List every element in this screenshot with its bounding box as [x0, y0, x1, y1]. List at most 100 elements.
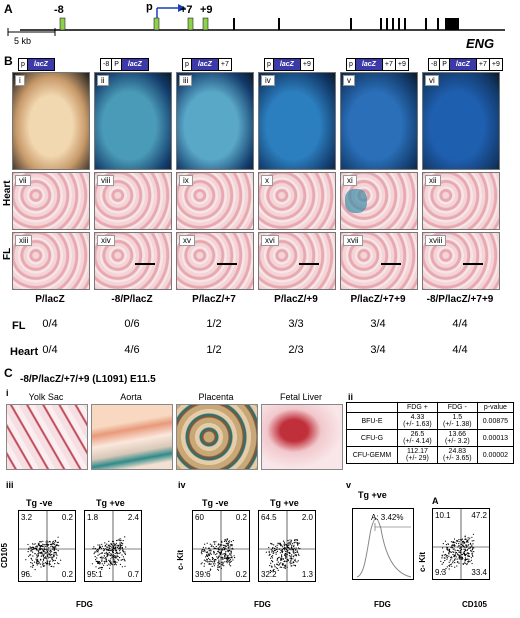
construct-part: lacZ [273, 59, 301, 70]
quadrant-ul: 10.1 [435, 511, 451, 520]
quadrant-ll: 32.2 [261, 570, 277, 579]
fl-tile: xiv [94, 232, 172, 290]
stain-image [261, 404, 343, 470]
construct-part: lacZ [355, 59, 383, 70]
facs-iii-xlabel: FDG [76, 600, 93, 609]
heart-count: 4/6 [124, 344, 140, 356]
quadrant-ll: 9.3 [435, 568, 447, 577]
heart-label: x [261, 175, 273, 186]
fl-tile: xvii [340, 232, 418, 290]
fl-arrow [217, 263, 237, 265]
table-cell: 24.83 (+/- 3.65) [436, 446, 478, 464]
table-cell: CFU-G [346, 429, 398, 447]
fl-count-label: FL [12, 320, 26, 332]
embryo-label: ii [97, 75, 109, 86]
fl-arrow [463, 263, 483, 265]
table-cell: BFU-E [346, 412, 398, 430]
sub-i-label: i [6, 388, 9, 398]
genotype-label: P/lacZ/+7 [192, 294, 236, 305]
element-p7: +7 [180, 4, 193, 16]
quadrant-ul: 60 [195, 513, 204, 522]
facs-iii-ylabel: CD105 [0, 543, 9, 568]
heart-count: 1/2 [206, 344, 222, 356]
stain-title: Placenta [198, 392, 234, 402]
genotype-label: P/lacZ [35, 294, 65, 305]
embryo-image: iv [258, 72, 336, 170]
table-header [346, 402, 398, 413]
fl-arrow [135, 263, 155, 265]
construct-part: +9 [300, 59, 313, 70]
heart-label: vii [15, 175, 31, 186]
table-header: FDG - [436, 402, 478, 413]
facs-iii-title-pos: Tg +ve [96, 498, 125, 508]
construct-part: +9 [395, 59, 408, 70]
element-m8: -8 [54, 4, 64, 16]
construct-part: -8 [101, 59, 113, 70]
panel-a-label: A [4, 2, 13, 16]
embryo-label: i [15, 75, 25, 86]
heart-tile: ix [176, 172, 254, 230]
construct-part: p [19, 59, 28, 70]
quadrant-ur: 0.2 [235, 513, 247, 522]
genotype-label: P/lacZ/+7+9 [350, 294, 406, 305]
fl-count: 0/4 [42, 318, 58, 330]
quadrant-lr: 33.4 [471, 568, 487, 577]
construct-part: lacZ [449, 59, 477, 70]
fl-tile: xiii [12, 232, 90, 290]
stain-image [91, 404, 173, 470]
genotype-label: -8/P/lacZ/+7+9 [426, 294, 494, 305]
heart-blue-stain [345, 189, 367, 213]
fl-label: xv [179, 235, 195, 246]
fl-label: xiii [15, 235, 33, 246]
cfu-table: FDG + FDG - p-value BFU-E 4.33 (+/- 1.63) 1.… [346, 402, 515, 464]
quadrant-ur: 2.0 [301, 513, 313, 522]
genotype-label: -8/P/lacZ [111, 294, 153, 305]
table-header: p-value [476, 402, 515, 413]
construct-part: +7 [382, 59, 396, 70]
heart-count: 3/4 [370, 344, 386, 356]
construct-part: lacZ [27, 59, 54, 70]
facs-v-xlabel: FDG [374, 600, 391, 609]
heart-count: 4/4 [452, 344, 468, 356]
facs-v-ylabel: c- Kit [418, 552, 427, 572]
table-cell: CFU-GEMM [346, 446, 398, 464]
table-cell: 0.00002 [476, 446, 515, 464]
embryo-image: v [340, 72, 418, 170]
quadrant-ur: 47.2 [471, 511, 487, 520]
construct-part: p [265, 59, 274, 70]
facs-v-gated: 10.1 47.2 9.3 33.4 [432, 508, 490, 580]
heart-label: xi [343, 175, 357, 186]
heart-label: xii [425, 175, 441, 186]
sub-ii-label: ii [348, 392, 354, 402]
facs-v-histogram: A: 3.42% [352, 508, 414, 580]
fl-count: 4/4 [452, 318, 468, 330]
quadrant-ur: 2.4 [127, 513, 139, 522]
construct-part: P [112, 59, 122, 70]
embryo-image: vi [422, 72, 500, 170]
embryo-label: vi [425, 75, 439, 86]
panel-c-label: C [4, 366, 13, 380]
facs-iv-pos: 64.5 2.0 32.2 1.3 [258, 510, 316, 582]
table-cell: 0.00875 [476, 412, 515, 430]
table-cell: 4.33 (+/- 1.63) [396, 412, 438, 430]
fl-tile: xvi [258, 232, 336, 290]
quadrant-ul: 64.5 [261, 513, 277, 522]
fl-count: 3/4 [370, 318, 386, 330]
table-cell: 0.00013 [476, 429, 515, 447]
construct-part: lacZ [121, 59, 148, 70]
facs-iv-title-neg: Tg -ve [202, 498, 229, 508]
construct-part: +7 [476, 59, 490, 70]
gene-name: ENG [466, 36, 495, 51]
construct-5: p lacZ +7 +9 [346, 58, 409, 71]
table-cell: 112.17 (+/- 29) [396, 446, 438, 464]
fl-arrow [381, 263, 401, 265]
facs-v-xlabel2: CD105 [462, 600, 487, 609]
c-title: -8/P/lacZ/+7/+9 (L1091) E11.5 [20, 374, 156, 385]
stain-title: Yolk Sac [28, 392, 64, 402]
fl-count: 3/3 [288, 318, 304, 330]
table-row: BFU-E 4.33 (+/- 1.63) 1.5 (+/- 1.38) 0.0087… [346, 412, 515, 430]
heart-tile: x [258, 172, 336, 230]
quadrant-ur: 0.2 [61, 513, 73, 522]
fl-count: 0/6 [124, 318, 140, 330]
stain-image [6, 404, 88, 470]
